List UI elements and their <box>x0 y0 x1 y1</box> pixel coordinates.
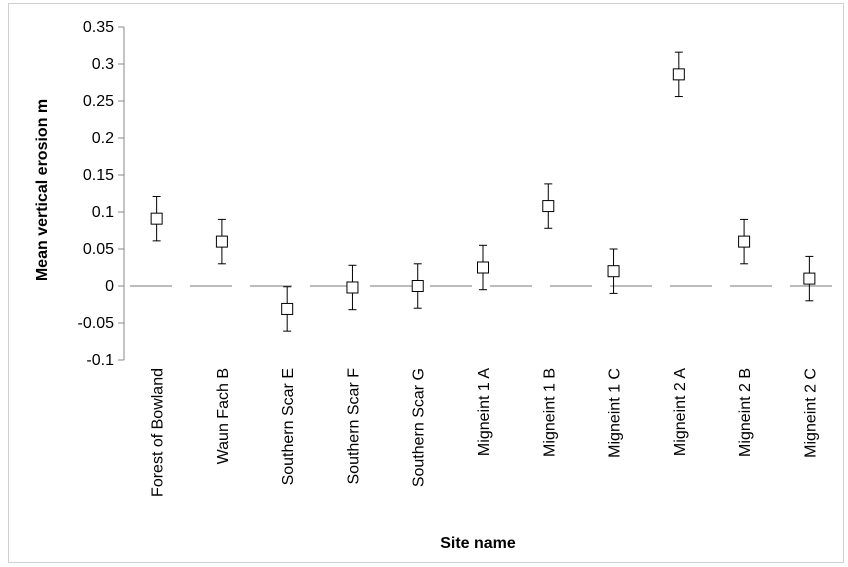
data-point <box>738 218 751 265</box>
data-point <box>803 255 816 302</box>
y-tick-label: 0.05 <box>83 241 114 258</box>
axes: -0.1 -0.05 0 0.05 0.1 0.15 0.2 0.25 0.3 0.35 Fores… <box>78 19 842 497</box>
x-tick-label: Forest of Bowland <box>150 368 167 497</box>
y-tick-label: 0.35 <box>83 19 114 36</box>
y-tick-label: 0.3 <box>92 56 114 73</box>
x-tick-label: Southern Scar E <box>280 368 297 485</box>
x-tick-label: Migneint 1 A <box>476 368 493 456</box>
square-marker <box>672 68 685 81</box>
x-tick-label: Southern Scar G <box>411 368 428 487</box>
data-point <box>346 264 359 311</box>
data-point <box>215 218 228 265</box>
chart-area <box>8 3 844 563</box>
y-tick-label: -0.05 <box>78 315 115 332</box>
square-marker <box>150 212 163 225</box>
x-tick-label: Waun Fach B <box>215 368 232 464</box>
data-point <box>150 195 163 242</box>
x-axis-title: Site name <box>440 535 516 552</box>
y-tick-label: 0 <box>105 278 114 295</box>
x-tick-label: Migneint 2 A <box>672 368 689 456</box>
square-marker <box>738 235 751 248</box>
data-marks <box>150 51 816 332</box>
square-marker <box>477 261 489 274</box>
y-tick-label: -0.1 <box>86 352 114 369</box>
data-point <box>281 286 294 332</box>
square-marker <box>803 272 816 285</box>
y-axis-title: Mean vertical erosion m <box>34 99 51 281</box>
x-tick-label: Migneint 2 B <box>737 368 754 457</box>
data-point <box>411 263 424 309</box>
square-marker <box>607 265 620 278</box>
x-tick-label: Migneint 2 C <box>802 368 819 458</box>
square-marker <box>281 302 294 315</box>
y-tick-label: 0.1 <box>92 204 114 221</box>
x-tick-label: Migneint 1 C <box>607 368 624 458</box>
square-marker <box>346 281 359 294</box>
data-point <box>542 183 555 229</box>
x-tick-label: Migneint 1 B <box>541 368 558 457</box>
x-tick-label: Southern Scar F <box>345 368 362 485</box>
square-marker <box>411 280 424 292</box>
y-tick-label: 0.2 <box>92 130 114 147</box>
data-point <box>477 244 489 291</box>
square-marker <box>542 200 555 213</box>
y-tick-label: 0.25 <box>83 93 114 110</box>
data-point <box>672 51 685 98</box>
data-point <box>607 248 620 294</box>
square-marker <box>215 235 228 248</box>
y-tick-label: 0.15 <box>83 167 114 184</box>
